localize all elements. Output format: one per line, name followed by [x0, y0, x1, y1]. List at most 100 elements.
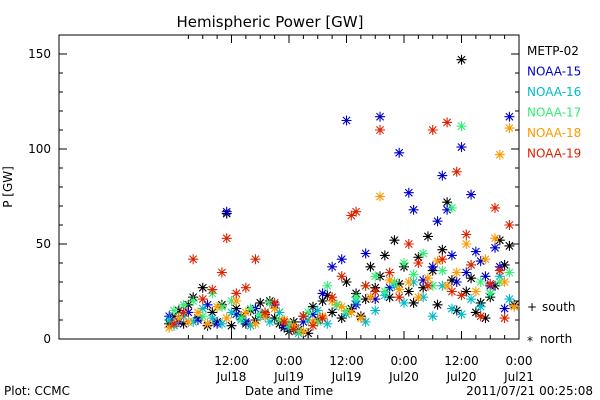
y-axis: 0 50 100 150 [28, 47, 519, 346]
data-point [236, 313, 247, 324]
data-point [442, 204, 453, 215]
data-point [231, 303, 242, 314]
data-point [327, 292, 338, 303]
data-point [384, 267, 395, 278]
data-point [240, 282, 251, 293]
data-point [451, 267, 462, 278]
y-axis-label: P [GW] [1, 166, 15, 208]
data-point [466, 273, 477, 284]
data-point [480, 313, 491, 324]
data-point [336, 271, 347, 282]
data-point [279, 316, 290, 327]
data-point [288, 324, 299, 335]
data-point [456, 309, 467, 320]
data-point [384, 275, 395, 286]
data-point [504, 123, 515, 134]
data-point [408, 269, 419, 280]
data-point [255, 297, 266, 308]
data-point [394, 284, 405, 295]
data-point [389, 277, 400, 287]
data-point [504, 240, 515, 251]
data-point [399, 258, 409, 268]
data-point [370, 271, 381, 282]
data-point [379, 286, 390, 297]
data-point [341, 115, 352, 126]
data-point [303, 315, 314, 325]
data-point [346, 307, 357, 318]
data-point [375, 111, 386, 122]
data-point [207, 284, 218, 295]
data-point [408, 204, 419, 215]
data-point [312, 305, 323, 316]
data-point [226, 307, 237, 318]
data-point [322, 280, 333, 291]
data-point [355, 313, 366, 324]
data-point [427, 125, 438, 135]
x-axis: 12:00 Jul18 0:00 Jul19 12:00 Jul19 0:00 Jul20 12… [187, 35, 534, 384]
data-point [197, 303, 208, 314]
data-point [494, 149, 505, 160]
data-point [284, 318, 294, 329]
data-point [413, 258, 424, 268]
x-tick-time-label: 0:00 [506, 354, 533, 368]
data-point [413, 292, 424, 303]
data-point [250, 254, 261, 265]
legend-entry: NOAA-18 [527, 126, 581, 140]
plot-timestamp: 2011/07/21 00:25:08 [466, 384, 593, 398]
y-tick-label: 0 [43, 332, 51, 346]
data-point [504, 111, 515, 122]
x-tick-time-label: 0:00 [276, 354, 303, 368]
data-point [427, 311, 438, 322]
data-point [365, 261, 376, 272]
data-point [494, 271, 505, 282]
data-point [504, 267, 515, 278]
x-tick-date-label: Jul19 [273, 370, 304, 384]
data-point [212, 301, 223, 312]
data-point [341, 277, 352, 287]
data-point [269, 313, 280, 324]
data-point [437, 170, 448, 181]
data-point [221, 313, 232, 324]
data-point [307, 320, 318, 331]
data-point [394, 278, 405, 289]
data-point [221, 206, 232, 217]
data-point [317, 288, 328, 299]
data-point [466, 259, 477, 270]
data-point [173, 313, 184, 324]
data-point [269, 297, 280, 308]
data-point [499, 313, 510, 324]
data-point [432, 256, 443, 267]
data-point [399, 297, 409, 308]
data-point [432, 299, 443, 310]
data-point [303, 307, 314, 318]
data-point [375, 125, 386, 135]
marker-north-label: north [540, 332, 572, 346]
data-point [307, 301, 318, 312]
data-point [446, 275, 457, 286]
data-point [403, 286, 414, 297]
data-point [192, 307, 203, 318]
data-point [216, 318, 227, 329]
data-point [490, 202, 501, 213]
data-point [327, 261, 338, 272]
data-point [499, 303, 510, 314]
data-point [183, 316, 194, 327]
data-point [413, 252, 424, 263]
data-point [317, 313, 328, 324]
data-point [370, 305, 381, 316]
data-point [403, 187, 414, 198]
data-point [408, 297, 419, 308]
data-point [298, 326, 309, 337]
data-point [192, 315, 203, 325]
data-point [269, 303, 280, 314]
data-point [466, 189, 477, 200]
data-point [504, 294, 515, 305]
data-point [240, 307, 251, 318]
data-point [327, 307, 338, 318]
data-point [197, 311, 208, 322]
data-point [375, 191, 386, 202]
data-point [164, 322, 175, 333]
data-point [485, 278, 496, 289]
marker-south-symbol: + [527, 300, 537, 314]
